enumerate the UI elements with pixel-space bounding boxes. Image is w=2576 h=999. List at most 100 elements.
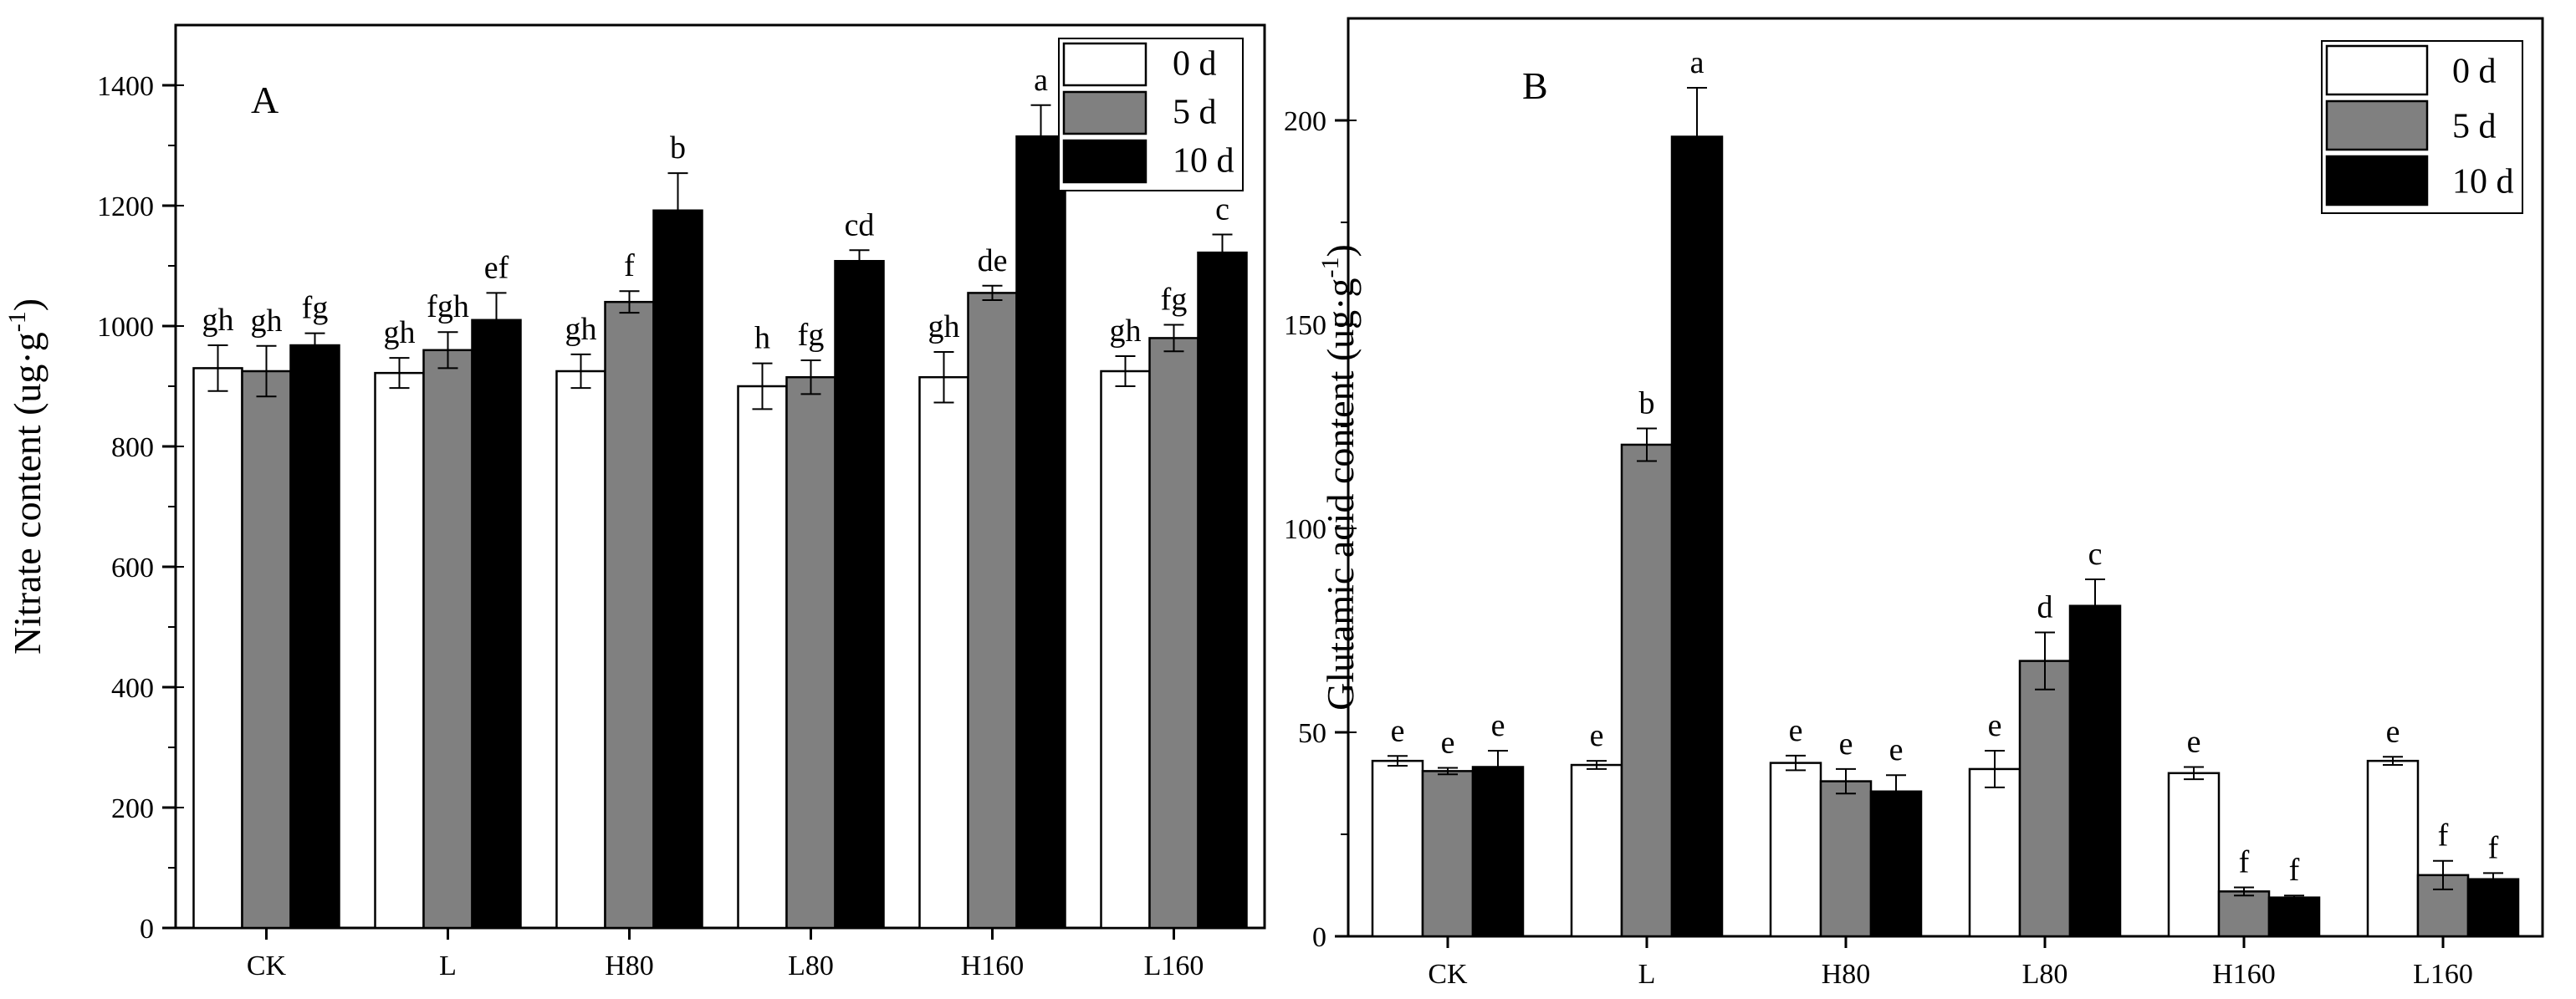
panel-label: A xyxy=(251,79,279,121)
y-tick-label: 400 xyxy=(111,673,154,704)
significance-letter: gh xyxy=(384,315,416,350)
significance-letter: fgh xyxy=(427,289,469,324)
bar-0d-h80 xyxy=(1769,762,1822,938)
significance-letter: gh xyxy=(928,309,960,344)
bar-0d-l80 xyxy=(1968,767,2021,938)
significance-letter: fg xyxy=(798,318,825,353)
significance-letter: f xyxy=(2438,818,2449,854)
bar-10d-h160 xyxy=(2267,896,2321,938)
significance-letter: f xyxy=(2488,830,2499,865)
legend-swatch xyxy=(2325,155,2429,206)
bar-10d-l160 xyxy=(1197,251,1248,930)
panel-b: 0 50 100 150 200 Glutamic acid content (ug·g-… xyxy=(1284,17,2544,990)
y-tick-label: 50 xyxy=(1298,718,1326,749)
bar-5d-ck xyxy=(1421,770,1475,938)
bar-5d-h80 xyxy=(604,300,655,930)
bar-0d-l160 xyxy=(2366,759,2420,938)
y-tick-label: 0 xyxy=(140,914,154,945)
significance-letter: gh xyxy=(202,303,234,338)
y-tick-label: 1200 xyxy=(97,191,154,222)
bar-0d-ck xyxy=(1371,759,1424,938)
bar-10d-ck xyxy=(289,344,340,930)
legend-swatch xyxy=(2325,44,2429,96)
y-tick-label: 200 xyxy=(1284,106,1326,137)
significance-letter: h xyxy=(754,321,770,356)
bar-10d-l xyxy=(471,319,522,930)
x-category-label: CK xyxy=(1428,959,1468,990)
significance-letter: de xyxy=(978,243,1008,278)
legend-label: 10 d xyxy=(2452,163,2514,201)
significance-letter: fg xyxy=(1161,283,1188,318)
y-tick-label: 600 xyxy=(111,553,154,584)
significance-letter: cd xyxy=(845,207,875,242)
legend-label: 5 d xyxy=(2452,108,2497,146)
legend-swatch xyxy=(1062,139,1147,184)
x-category-label: L xyxy=(1638,959,1656,990)
significance-letter: fg xyxy=(302,291,329,326)
bar-10d-l160 xyxy=(2466,878,2520,938)
legend-label: 5 d xyxy=(1173,94,1217,132)
bar-10d-l80 xyxy=(834,259,885,930)
x-category-label: H80 xyxy=(605,951,654,981)
significance-letter: e xyxy=(1441,725,1455,760)
legend-swatch xyxy=(2325,99,2429,151)
x-category-label: H160 xyxy=(961,951,1025,981)
x-category-label: L160 xyxy=(1144,951,1204,981)
legend-swatch xyxy=(1062,90,1147,135)
bar-0d-l xyxy=(374,371,425,930)
bar-10d-h160 xyxy=(1015,135,1066,930)
x-category-label: L160 xyxy=(2413,959,2473,990)
bar-10d-ck xyxy=(1471,766,1525,938)
significance-letter: e xyxy=(1391,713,1405,748)
bar-5d-l xyxy=(422,349,473,930)
significance-letter: d xyxy=(2037,589,2053,624)
x-category-label: L80 xyxy=(788,951,834,981)
significance-letter: f xyxy=(2289,853,2300,888)
bar-0d-l xyxy=(1570,763,1623,938)
significance-letter: a xyxy=(1690,45,1705,80)
significance-letter: gh xyxy=(565,312,597,347)
bar-5d-l80 xyxy=(2018,660,2072,938)
x-category-label: H160 xyxy=(2212,959,2276,990)
y-tick-label: 100 xyxy=(1284,514,1326,545)
significance-letter: a xyxy=(1034,63,1048,98)
significance-letter: b xyxy=(670,130,686,166)
significance-letter: gh xyxy=(251,303,283,339)
bar-5d-l160 xyxy=(1148,337,1199,930)
panel-a: 0 200 400 600 800 1000 1200 1400 Nitrate content… xyxy=(3,23,1266,981)
bar-10d-h80 xyxy=(1869,790,1923,938)
legend-label: 0 d xyxy=(2452,53,2497,91)
bar-5d-l80 xyxy=(785,375,836,930)
bar-5d-ck xyxy=(241,370,292,930)
significance-letter: e xyxy=(2386,714,2400,749)
y-tick-label: 1000 xyxy=(97,312,154,343)
significance-letter: e xyxy=(1590,718,1604,753)
bar-0d-h160 xyxy=(2167,772,2221,938)
y-axis-title: Glutamic acid content (ug·g-1) xyxy=(1316,244,1362,711)
bar-0d-h80 xyxy=(555,370,606,930)
legend-label: 0 d xyxy=(1173,45,1217,84)
legend-swatch xyxy=(1062,42,1147,87)
bar-0d-l160 xyxy=(1100,370,1151,930)
bar-0d-ck xyxy=(192,367,243,930)
legend-label: 10 d xyxy=(1173,142,1234,181)
x-category-label: L xyxy=(439,951,457,981)
significance-letter: b xyxy=(1639,385,1655,420)
significance-letter: e xyxy=(1889,732,1904,767)
significance-letter: e xyxy=(2187,724,2201,759)
significance-letter: ef xyxy=(484,250,509,285)
significance-letter: gh xyxy=(1110,313,1142,349)
y-tick-label: 150 xyxy=(1284,310,1326,341)
bar-10d-h80 xyxy=(652,209,703,930)
y-tick-label: 1400 xyxy=(97,71,154,102)
y-tick-label: 0 xyxy=(1312,922,1326,953)
bar-5d-h160 xyxy=(967,292,1018,930)
x-category-label: CK xyxy=(247,951,287,981)
significance-letter: f xyxy=(624,248,635,283)
x-category-label: H80 xyxy=(1822,959,1871,990)
bar-10d-l80 xyxy=(2068,604,2122,938)
bar-10d-l xyxy=(1670,135,1724,938)
significance-letter: e xyxy=(1988,708,2002,743)
panel-label: B xyxy=(1522,64,1548,107)
y-tick-label: 800 xyxy=(111,432,154,463)
